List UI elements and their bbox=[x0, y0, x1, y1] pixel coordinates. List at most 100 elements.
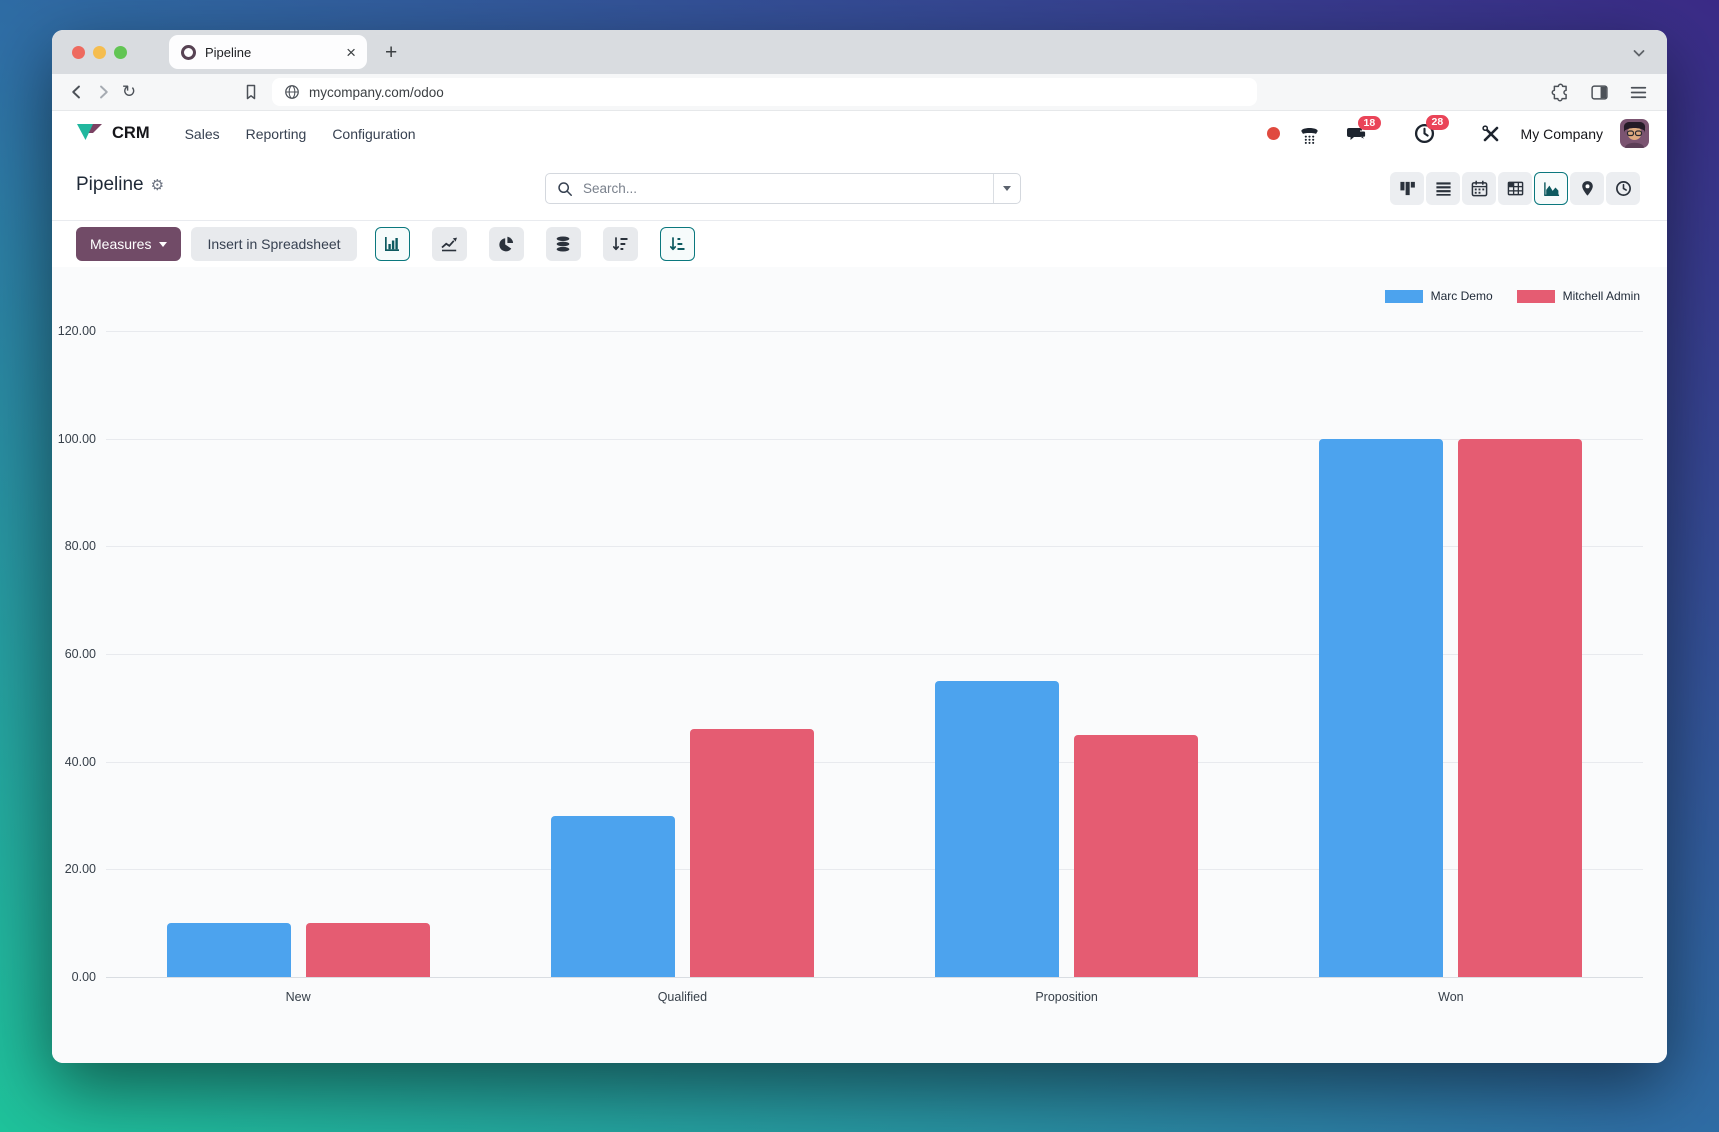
menu-icon[interactable] bbox=[1625, 79, 1651, 105]
tab-favicon-icon bbox=[181, 44, 196, 60]
chevron-down-icon bbox=[1003, 186, 1011, 191]
gridline bbox=[106, 546, 1643, 548]
forward-button[interactable] bbox=[90, 79, 116, 105]
legend-label: Mitchell Admin bbox=[1562, 289, 1640, 303]
gridline bbox=[106, 438, 1643, 440]
y-axis-tick: 0.00 bbox=[71, 970, 96, 984]
company-switcher[interactable]: My Company bbox=[1520, 125, 1603, 142]
list-view-button[interactable] bbox=[1426, 172, 1460, 205]
y-axis-tick: 120.00 bbox=[57, 324, 96, 338]
sort-ascending-button[interactable] bbox=[659, 227, 695, 261]
navbar-systray: 18 28 My Company bbox=[1266, 115, 1649, 148]
voip-phone-icon[interactable] bbox=[1299, 124, 1320, 144]
activity-clock-icon[interactable]: 28 bbox=[1414, 115, 1450, 144]
activity-badge: 28 bbox=[1425, 115, 1450, 130]
stacked-toggle-button[interactable] bbox=[545, 227, 581, 261]
reload-button[interactable]: ↻ bbox=[116, 79, 142, 105]
bar-mitchell-admin-proposition[interactable] bbox=[1074, 734, 1199, 977]
menu-reporting[interactable]: Reporting bbox=[245, 125, 307, 142]
bar-group-qualified: Qualified bbox=[490, 331, 874, 1004]
map-view-button[interactable] bbox=[1570, 172, 1604, 205]
tab-strip: Pipeline × + bbox=[52, 30, 1667, 74]
line-chart-button[interactable] bbox=[431, 227, 467, 261]
insert-in-spreadsheet-button[interactable]: Insert in Spreadsheet bbox=[191, 227, 357, 261]
x-axis-label: Won bbox=[1438, 990, 1464, 1004]
graph-toolbar: Measures Insert in Spreadsheet bbox=[52, 221, 1667, 267]
y-axis-tick: 60.00 bbox=[64, 647, 96, 661]
globe-icon bbox=[284, 84, 300, 100]
bar-group-new: New bbox=[106, 331, 490, 1004]
sidebar-toggle-icon[interactable] bbox=[1586, 79, 1612, 105]
bar-chart-button[interactable] bbox=[374, 227, 410, 261]
bar-marc-demo-qualified[interactable] bbox=[550, 815, 675, 977]
browser-toolbar: ↻ mycompany.com/odoo bbox=[52, 74, 1667, 111]
pie-chart-button[interactable] bbox=[488, 227, 524, 261]
search-options-toggle[interactable] bbox=[993, 174, 1020, 203]
activity-view-button[interactable] bbox=[1606, 172, 1640, 205]
control-panel: Pipeline ⚙ bbox=[52, 156, 1667, 221]
sort-descending-button[interactable] bbox=[602, 227, 638, 261]
view-switcher bbox=[1390, 172, 1640, 205]
x-axis-label: Qualified bbox=[657, 990, 708, 1004]
x-axis-label: New bbox=[285, 990, 311, 1004]
browser-window: Pipeline × + ↻ mycompany.com/odoo bbox=[52, 30, 1667, 1063]
presence-indicator-icon bbox=[1266, 127, 1280, 140]
window-controls bbox=[72, 45, 127, 59]
browser-toolbar-right bbox=[1547, 79, 1651, 105]
legend-item[interactable]: Marc Demo bbox=[1384, 289, 1493, 303]
chart-region: Marc Demo Mitchell Admin 120.00 100.00 80.0… bbox=[52, 267, 1667, 1063]
tab-overflow-chevron-icon[interactable] bbox=[1631, 45, 1647, 61]
graph-view-button[interactable] bbox=[1534, 172, 1568, 205]
bookmark-icon[interactable] bbox=[238, 79, 264, 105]
calendar-view-button[interactable] bbox=[1462, 172, 1496, 205]
settings-gear-icon[interactable]: ⚙ bbox=[150, 176, 165, 194]
x-axis-label: Proposition bbox=[1035, 990, 1098, 1004]
bar-mitchell-admin-won[interactable] bbox=[1458, 438, 1583, 977]
bar-mitchell-admin-new[interactable] bbox=[305, 923, 430, 977]
menu-configuration[interactable]: Configuration bbox=[332, 125, 416, 142]
measures-label: Measures bbox=[90, 236, 152, 252]
search-input[interactable] bbox=[581, 180, 993, 197]
url-text: mycompany.com/odoo bbox=[309, 84, 444, 100]
legend-label: Marc Demo bbox=[1430, 289, 1493, 303]
back-button[interactable] bbox=[64, 79, 90, 105]
tab-title: Pipeline bbox=[205, 44, 252, 60]
odoo-navbar: CRM Sales Reporting Configuration bbox=[52, 111, 1667, 156]
legend-item[interactable]: Mitchell Admin bbox=[1516, 289, 1640, 303]
chart-legend: Marc Demo Mitchell Admin bbox=[1384, 289, 1640, 303]
extensions-icon[interactable] bbox=[1547, 79, 1573, 105]
bar-mitchell-admin-qualified[interactable] bbox=[689, 729, 814, 977]
bar-marc-demo-proposition[interactable] bbox=[935, 680, 1060, 977]
gridline bbox=[106, 331, 1643, 332]
kanban-view-button[interactable] bbox=[1390, 172, 1424, 205]
legend-swatch bbox=[1384, 289, 1423, 303]
user-avatar[interactable] bbox=[1620, 119, 1649, 148]
messages-badge: 18 bbox=[1357, 115, 1382, 130]
y-axis-tick: 100.00 bbox=[57, 431, 96, 446]
bar-marc-demo-won[interactable] bbox=[1319, 438, 1444, 977]
legend-swatch bbox=[1516, 289, 1555, 303]
gridline bbox=[106, 654, 1643, 655]
search-icon bbox=[557, 181, 573, 197]
tab-close-icon[interactable]: × bbox=[346, 42, 356, 62]
crm-app-logo[interactable] bbox=[76, 123, 103, 145]
new-tab-button[interactable]: + bbox=[385, 40, 398, 64]
page-title: Pipeline bbox=[76, 174, 144, 195]
bar-group-won: Won bbox=[1259, 331, 1643, 1004]
close-button[interactable] bbox=[72, 45, 85, 59]
browser-tab[interactable]: Pipeline × bbox=[169, 35, 367, 69]
measures-button[interactable]: Measures bbox=[76, 227, 182, 261]
y-axis-tick: 20.00 bbox=[64, 862, 96, 877]
y-axis-tick: 40.00 bbox=[64, 754, 96, 769]
app-name[interactable]: CRM bbox=[112, 124, 150, 142]
messages-icon[interactable]: 18 bbox=[1346, 115, 1382, 144]
pivot-view-button[interactable] bbox=[1498, 172, 1532, 205]
zoom-button[interactable] bbox=[114, 45, 127, 59]
bar-marc-demo-new[interactable] bbox=[166, 923, 291, 977]
gridline bbox=[106, 869, 1643, 871]
reload-icon: ↻ bbox=[121, 82, 137, 102]
url-bar[interactable]: mycompany.com/odoo bbox=[272, 78, 1257, 106]
debug-tools-icon[interactable] bbox=[1481, 124, 1501, 144]
menu-sales[interactable]: Sales bbox=[184, 125, 220, 142]
minimize-button[interactable] bbox=[93, 45, 106, 59]
